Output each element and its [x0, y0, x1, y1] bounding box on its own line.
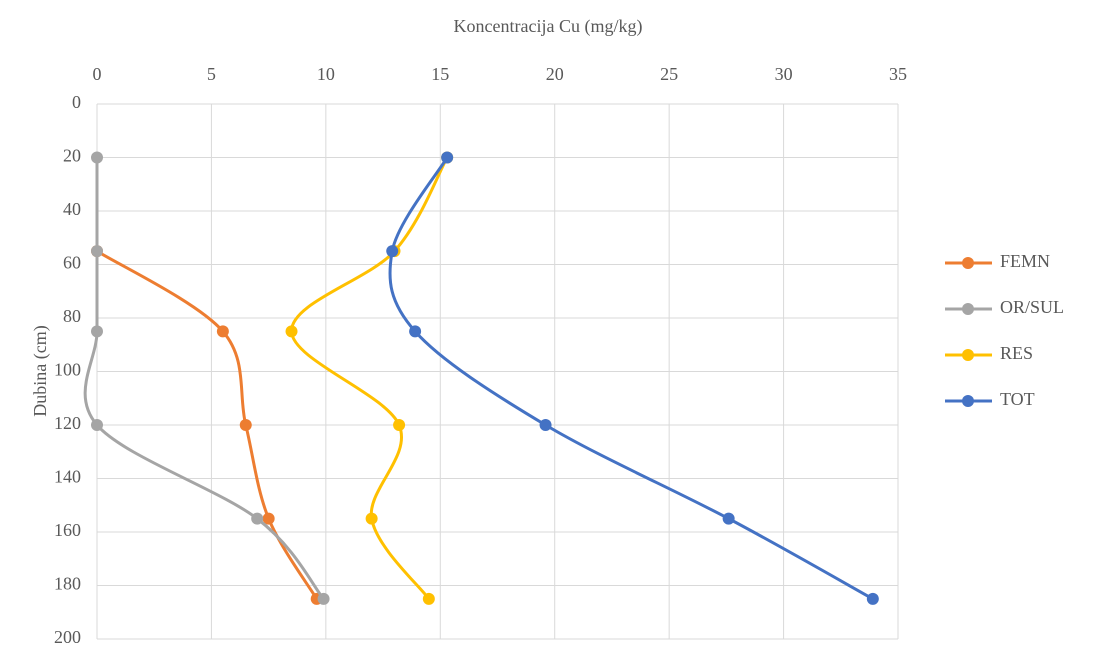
data-point: [91, 419, 103, 431]
legend-marker: [962, 257, 974, 269]
y-axis-title: Dubina (cm): [30, 325, 51, 416]
x-tick-label: 15: [431, 64, 449, 84]
data-point: [317, 592, 330, 605]
legend-label: OR/SUL: [1000, 297, 1064, 317]
data-point: [91, 151, 103, 164]
series-line: [388, 156, 874, 601]
data-point: [441, 151, 454, 164]
data-point: [386, 245, 399, 258]
legend-marker: [962, 303, 974, 315]
data-point: [262, 512, 275, 525]
legend-marker: [962, 395, 974, 407]
y-tick-label: 40: [63, 199, 81, 219]
y-tick-label: 200: [54, 627, 81, 647]
data-point: [216, 325, 229, 338]
x-tick-label: 10: [317, 64, 335, 84]
data-point: [91, 325, 103, 338]
x-tick-label: 0: [93, 64, 102, 84]
legend-label: RES: [1000, 343, 1033, 363]
y-tick-label: 60: [63, 253, 81, 273]
data-point: [365, 512, 378, 525]
data-point: [722, 512, 735, 525]
data-point: [251, 512, 264, 525]
data-point: [393, 419, 406, 431]
x-tick-label: 35: [889, 64, 907, 84]
x-tick-label: 25: [660, 64, 678, 84]
data-point: [539, 419, 552, 431]
data-point: [285, 325, 298, 338]
legend-marker: [962, 349, 974, 361]
data-point: [422, 592, 435, 605]
x-tick-label: 20: [546, 64, 564, 84]
x-axis-title: Koncentracija Cu (mg/kg): [454, 16, 643, 37]
legend-label: TOT: [1000, 389, 1035, 409]
y-tick-label: 80: [63, 306, 81, 326]
data-point: [239, 419, 252, 431]
data-point: [91, 245, 103, 258]
y-tick-label: 100: [54, 360, 81, 380]
y-tick-label: 180: [54, 574, 81, 594]
x-tick-label: 30: [775, 64, 793, 84]
series-line: [83, 157, 325, 600]
y-tick-label: 160: [54, 520, 81, 540]
y-tick-label: 120: [54, 413, 81, 433]
series-line: [290, 156, 449, 600]
y-tick-label: 0: [72, 92, 81, 112]
legend-label: FEMN: [1000, 251, 1050, 271]
x-tick-label: 5: [207, 64, 216, 84]
y-tick-label: 140: [54, 467, 81, 487]
data-point: [866, 592, 879, 605]
data-point: [409, 325, 422, 338]
y-tick-label: 20: [63, 146, 81, 166]
